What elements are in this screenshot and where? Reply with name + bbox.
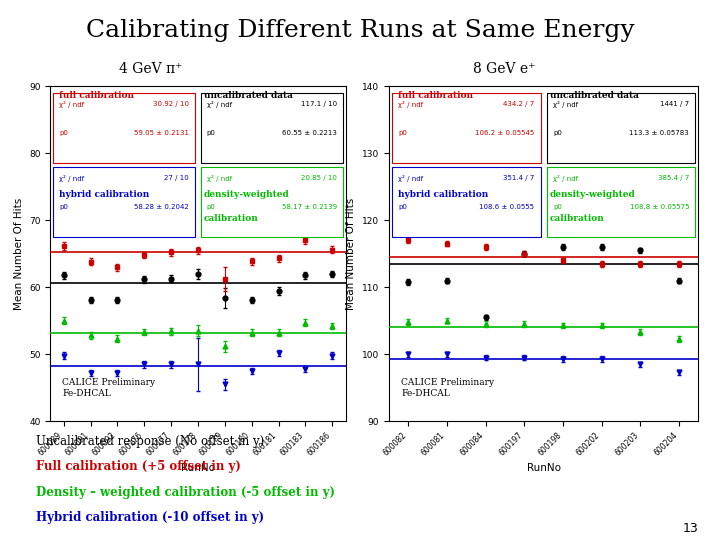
Text: calibration: calibration <box>550 214 605 222</box>
Text: χ² / ndf: χ² / ndf <box>553 102 578 109</box>
X-axis label: RunNo: RunNo <box>181 463 215 474</box>
Text: 117.1 / 10: 117.1 / 10 <box>301 102 337 107</box>
Text: CALICE Preliminary
Fe-DHCAL: CALICE Preliminary Fe-DHCAL <box>401 379 495 398</box>
Text: Full calibration (+5 offset in y): Full calibration (+5 offset in y) <box>36 460 241 473</box>
Text: p0: p0 <box>207 130 216 136</box>
Text: p0: p0 <box>59 130 68 136</box>
Text: 385.4 / 7: 385.4 / 7 <box>658 175 689 181</box>
Text: 58.17 ± 0.2139: 58.17 ± 0.2139 <box>282 204 337 210</box>
Text: hybrid calibration: hybrid calibration <box>59 190 150 199</box>
Text: 13: 13 <box>683 522 698 535</box>
Text: χ² / ndf: χ² / ndf <box>207 102 232 109</box>
Text: full calibration: full calibration <box>398 91 473 100</box>
Text: Uncalibrated response (No offset in y): Uncalibrated response (No offset in y) <box>36 435 264 448</box>
Text: 30.92 / 10: 30.92 / 10 <box>153 102 189 107</box>
Bar <box>53 167 195 237</box>
Bar <box>53 93 195 164</box>
Text: χ² / ndf: χ² / ndf <box>59 175 84 182</box>
Text: χ² / ndf: χ² / ndf <box>207 175 232 182</box>
Bar <box>201 93 343 164</box>
Text: Hybrid calibration (-10 offset in y): Hybrid calibration (-10 offset in y) <box>36 511 264 524</box>
Bar <box>201 167 343 237</box>
Text: p0: p0 <box>59 204 68 210</box>
Text: χ² / ndf: χ² / ndf <box>59 102 84 109</box>
Text: 60.55 ± 0.2213: 60.55 ± 0.2213 <box>282 130 337 136</box>
Text: CALICE Preliminary
Fe-DHCAL: CALICE Preliminary Fe-DHCAL <box>62 379 156 398</box>
Text: p0: p0 <box>398 130 407 136</box>
Text: p0: p0 <box>398 204 407 210</box>
Text: hybrid calibration: hybrid calibration <box>398 190 488 199</box>
Text: 8 GeV e⁺: 8 GeV e⁺ <box>473 62 535 76</box>
Bar <box>546 167 696 237</box>
Text: 58.28 ± 0.2042: 58.28 ± 0.2042 <box>135 204 189 210</box>
Text: χ² / ndf: χ² / ndf <box>553 175 578 182</box>
Text: 106.2 ± 0.05545: 106.2 ± 0.05545 <box>475 130 534 136</box>
Text: χ² / ndf: χ² / ndf <box>398 102 423 109</box>
Text: 4 GeV π⁺: 4 GeV π⁺ <box>120 62 183 76</box>
Bar <box>546 93 696 164</box>
Text: full calibration: full calibration <box>59 91 134 100</box>
Text: p0: p0 <box>207 204 216 210</box>
Bar <box>392 93 541 164</box>
Text: Calibrating Different Runs at Same Energy: Calibrating Different Runs at Same Energ… <box>86 19 634 42</box>
Y-axis label: Mean Number Of Hits: Mean Number Of Hits <box>346 198 356 310</box>
Y-axis label: Mean Number Of Hits: Mean Number Of Hits <box>14 198 24 310</box>
Text: 27 / 10: 27 / 10 <box>164 175 189 181</box>
Text: density-weighted: density-weighted <box>550 190 636 199</box>
Text: p0: p0 <box>553 204 562 210</box>
Bar <box>392 167 541 237</box>
Text: calibration: calibration <box>204 214 258 222</box>
Text: 59.05 ± 0.2131: 59.05 ± 0.2131 <box>134 130 189 136</box>
X-axis label: RunNo: RunNo <box>526 463 561 474</box>
Text: uncalibrated data: uncalibrated data <box>550 91 639 100</box>
Text: 434.2 / 7: 434.2 / 7 <box>503 102 534 107</box>
Text: 351.4 / 7: 351.4 / 7 <box>503 175 534 181</box>
Text: χ² / ndf: χ² / ndf <box>398 175 423 182</box>
Text: 1441 / 7: 1441 / 7 <box>660 102 689 107</box>
Text: uncalibrated data: uncalibrated data <box>204 91 293 100</box>
Text: Density – weighted calibration (-5 offset in y): Density – weighted calibration (-5 offse… <box>36 486 335 499</box>
Text: 108.6 ± 0.0555: 108.6 ± 0.0555 <box>480 204 534 210</box>
Text: 20.85 / 10: 20.85 / 10 <box>301 175 337 181</box>
Text: 113.3 ± 0.05783: 113.3 ± 0.05783 <box>629 130 689 136</box>
Text: p0: p0 <box>553 130 562 136</box>
Text: 108.8 ± 0.05575: 108.8 ± 0.05575 <box>629 204 689 210</box>
Text: density-weighted: density-weighted <box>204 190 289 199</box>
